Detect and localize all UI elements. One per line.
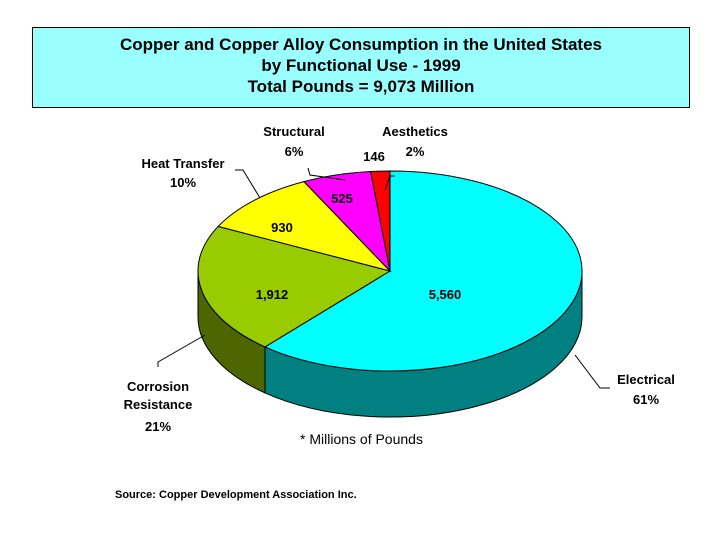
category-label-structural: Structural: [263, 124, 324, 139]
chart-title-line-2: by Functional Use - 1999: [261, 56, 461, 75]
percent-label-corrosion-resistance: 21%: [145, 419, 171, 434]
category-label-aesthetics: Aesthetics: [382, 124, 448, 139]
category-label-corrosion-resistance-1: Corrosion: [127, 379, 189, 394]
leader-line-heat-transfer: [235, 169, 261, 199]
chart-title-line-1: Copper and Copper Alloy Consumption in t…: [120, 35, 602, 54]
leader-lines: [157, 167, 610, 389]
leader-line-electrical: [574, 354, 610, 389]
percent-label-electrical: 61%: [633, 392, 659, 407]
chart-title-line-3: Total Pounds = 9,073 Million: [247, 77, 475, 96]
source-note: Source: Copper Development Association I…: [115, 489, 357, 501]
percent-label-structural: 6%: [285, 144, 304, 159]
pie-slice-heat-transfer: [217, 181, 392, 272]
leader-line-structural: [307, 167, 346, 181]
value-label-structural: 525: [331, 191, 353, 206]
value-label-corrosion-resistance: 1,912: [256, 287, 289, 302]
category-label-electrical: Electrical: [617, 372, 675, 387]
percent-label-aesthetics: 2%: [406, 144, 425, 159]
value-label-aesthetics: 146: [363, 149, 385, 164]
pie-slices: [197, 170, 583, 372]
percent-label-heat-transfer: 10%: [170, 175, 196, 190]
pie-slice-electrical: [263, 170, 583, 372]
leader-line-corrosion-resistance: [157, 334, 206, 367]
chart-title-box: Copper and Copper Alloy Consumption in t…: [32, 27, 690, 108]
category-label-corrosion-resistance-2: Resistance: [124, 397, 193, 412]
value-label-electrical: 5,560: [429, 287, 462, 302]
pie-slice-corrosion-resistance: [197, 225, 392, 348]
pie-slice-aesthetics: [370, 170, 391, 272]
units-note: * Millions of Pounds: [300, 431, 423, 447]
value-label-heat-transfer: 930: [271, 220, 293, 235]
leader-line-aesthetics: [384, 175, 395, 191]
category-label-heat-transfer: Heat Transfer: [141, 156, 224, 171]
